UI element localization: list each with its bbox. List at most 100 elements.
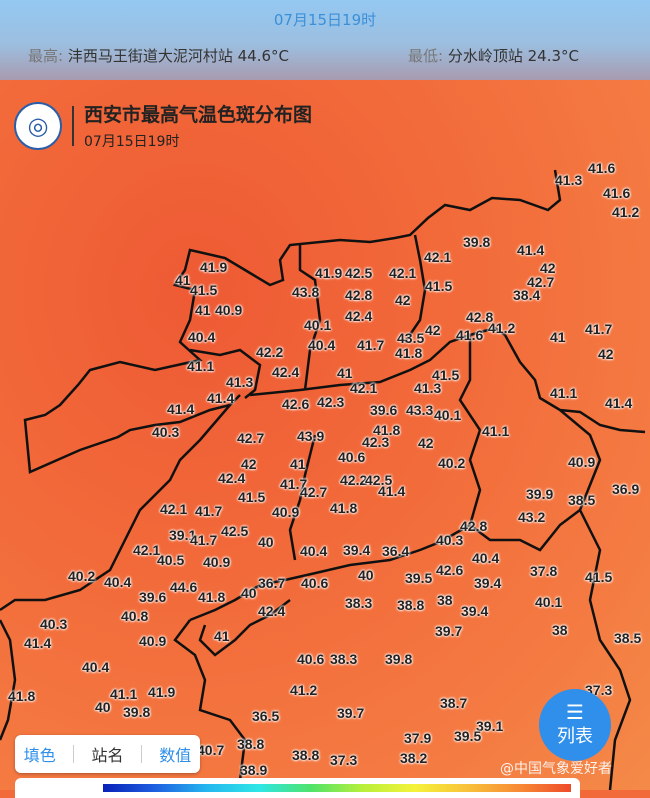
station-value: 41.7 — [585, 321, 613, 337]
station-value: 41 — [214, 628, 230, 644]
min-temp: 最低: 分水岭顶站 24.3°C — [408, 47, 579, 65]
fill-toggle[interactable]: 填色 — [23, 746, 56, 765]
station-value: 40 — [241, 585, 257, 601]
station-value: 38.8 — [397, 597, 425, 613]
station-value: 39.8 — [463, 234, 491, 250]
station-value: 42.4 — [218, 470, 246, 486]
station-value: 43.5 — [397, 330, 425, 346]
station-value: 40.4 — [104, 574, 132, 590]
station-value: 42.5 — [365, 472, 393, 488]
station-value: 40.2 — [438, 455, 466, 471]
station-value: 38 — [437, 592, 453, 608]
station-value: 41.8 — [198, 589, 226, 605]
station-value: 42 — [598, 346, 614, 362]
station-value: 41.7 — [190, 532, 218, 548]
list-icon: ☰ — [566, 700, 584, 724]
divider — [140, 745, 142, 763]
station-value: 41.4 — [378, 483, 406, 499]
station-value: 41.1 — [482, 423, 510, 439]
min-station: 分水岭顶站 24.3°C — [447, 47, 579, 65]
station-value: 39.6 — [370, 402, 398, 418]
max-temp: 最高: 沣西马王街道大泥河村站 44.6°C — [28, 47, 289, 65]
station-value: 42.8 — [460, 518, 488, 534]
station-value: 40.3 — [436, 532, 464, 548]
station-value: 36.7 — [258, 575, 286, 591]
station-value: 40.1 — [434, 407, 462, 423]
list-button-label: 列表 — [557, 726, 593, 747]
station-value: 43.2 — [518, 509, 546, 525]
station-value: 38 — [552, 622, 568, 638]
list-button[interactable]: ☰ 列表 — [539, 689, 611, 761]
station-value: 42.3 — [362, 434, 390, 450]
station-value: 41 — [175, 272, 191, 288]
station-value: 40.2 — [68, 568, 96, 584]
temperature-map[interactable]: 41.3 41.6 41.6 41.2 39.8 41.4 42.1 42 42.7 41.5 38… — [0, 80, 650, 790]
station-value: 41.4 — [517, 242, 545, 258]
station-value: 41.4 — [167, 401, 195, 417]
station-value: 41.3 — [226, 374, 254, 390]
station-value: 40.6 — [338, 449, 366, 465]
station-value: 40.9 — [139, 633, 167, 649]
station-value: 41.8 — [330, 500, 358, 516]
station-value: 40 — [358, 567, 374, 583]
station-value: 41.4 — [207, 390, 235, 406]
station-value: 40.4 — [188, 329, 216, 345]
district-boundaries — [0, 169, 646, 790]
station-value: 37.9 — [404, 730, 432, 746]
station-value: 41 — [337, 365, 353, 381]
station-value: 40.4 — [300, 543, 328, 559]
station-value: 38.5 — [568, 492, 596, 508]
station-value: 42.4 — [272, 364, 300, 380]
station-value: 41 — [290, 456, 306, 472]
station-value: 41.8 — [8, 688, 36, 704]
max-station: 沣西马王街道大泥河村站 44.6°C — [67, 47, 289, 65]
station-value: 39.7 — [435, 623, 463, 639]
station-value: 40.9 — [568, 454, 596, 470]
station-value: 42.5 — [221, 523, 249, 539]
station-value: 38.8 — [292, 747, 320, 763]
station-value: 41.7 — [280, 476, 308, 492]
station-value: 40 — [258, 534, 274, 550]
station-value: 40.5 — [157, 552, 185, 568]
station-value: 39.9 — [526, 486, 554, 502]
station-value: 41.5 — [190, 282, 218, 298]
summary-time: 07月15日19时 — [273, 11, 377, 29]
value-toggle[interactable]: 数值 — [159, 746, 192, 765]
summary-bar: 07月15日19时 最高: 沣西马王街道大泥河村站 44.6°C 最低: 分水岭… — [0, 0, 650, 80]
station-value: 41.1 — [187, 358, 215, 374]
station-value: 42 — [418, 435, 434, 451]
station-value: 40.6 — [297, 651, 325, 667]
station-name-toggle[interactable]: 站名 — [91, 746, 124, 765]
station-value: 39.6 — [139, 589, 167, 605]
legend-color-bar — [103, 784, 571, 792]
station-value: 41.4 — [24, 635, 52, 651]
station-value: 42.8 — [466, 309, 494, 325]
station-value: 39.4 — [461, 603, 489, 619]
station-value: 38.8 — [237, 736, 265, 752]
station-value: 41.9 — [315, 265, 343, 281]
station-value: 41.8 — [395, 345, 423, 361]
station-value: 38.2 — [400, 750, 428, 766]
station-value: 41.5 — [425, 278, 453, 294]
station-value: 41.3 — [414, 380, 442, 396]
station-value: 39.1 — [169, 527, 197, 543]
station-value: 40.9 — [203, 554, 231, 570]
station-value: 42 — [395, 292, 411, 308]
station-value: 41.2 — [612, 204, 640, 220]
station-value: 43.9 — [297, 428, 325, 444]
station-value: 42.2 — [340, 472, 368, 488]
station-value: 41 — [550, 329, 566, 345]
station-value: 42.6 — [282, 396, 310, 412]
map-subtitle: 07月15日19时 — [84, 134, 180, 150]
station-value: 42.7 — [527, 274, 555, 290]
station-value: 40.4 — [472, 550, 500, 566]
watermark: @中国气象爱好者 — [500, 761, 612, 777]
station-value: 40.1 — [535, 594, 563, 610]
station-value: 42.7 — [237, 430, 265, 446]
station-value: 38.3 — [330, 651, 358, 667]
station-value: 42.4 — [345, 308, 373, 324]
station-value: 42 — [425, 322, 441, 338]
station-value: 40.1 — [304, 317, 332, 333]
station-value: 37.3 — [330, 752, 358, 768]
station-value: 41.5 — [238, 489, 266, 505]
